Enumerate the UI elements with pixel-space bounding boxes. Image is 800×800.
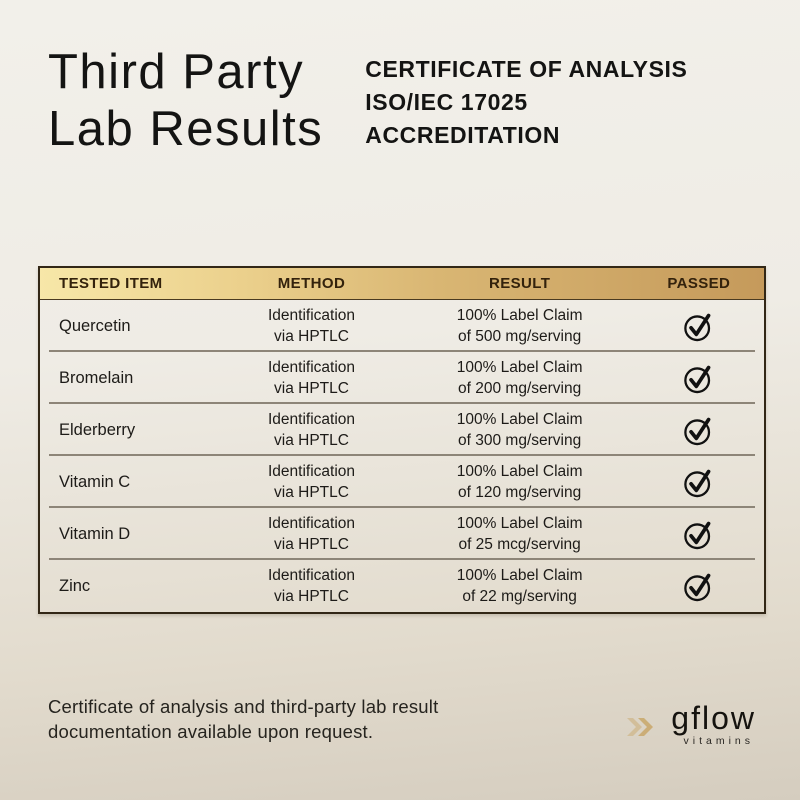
result-cell: 100% Label Claim of 200 mg/serving	[406, 357, 634, 399]
column-header-method: METHOD	[277, 275, 346, 292]
passed-cell	[634, 517, 764, 552]
header: Third Party Lab Results CERTIFICATE OF A…	[0, 0, 800, 158]
result-line1: 100% Label Claim	[456, 463, 583, 480]
table-header-row: TESTED ITEM METHOD RESULT PASSED	[40, 268, 764, 300]
availability-note-line2: documentation available upon request.	[48, 721, 374, 742]
passed-cell	[634, 569, 764, 604]
result-line1: 100% Label Claim	[456, 567, 583, 584]
method-line2: via HPTLC	[274, 380, 349, 397]
method-line1: Identification	[267, 307, 355, 324]
brand-name: gflow	[671, 700, 756, 736]
method-cell: Identification via HPTLC	[217, 513, 405, 555]
tested-item-cell: Vitamin C	[59, 472, 131, 491]
subtitle-line1: CERTIFICATE OF ANALYSIS	[365, 56, 688, 82]
column-header-passed: PASSED	[667, 275, 731, 292]
result-line2: of 300 mg/serving	[458, 432, 582, 449]
page-title-line2: Lab Results	[48, 102, 324, 156]
method-line2: via HPTLC	[274, 328, 349, 345]
passed-cell	[634, 361, 764, 396]
tested-item-cell: Zinc	[59, 576, 91, 595]
passed-cell	[634, 465, 764, 500]
double-chevron-right-icon	[627, 717, 654, 736]
result-cell: 100% Label Claim of 25 mcg/serving	[406, 513, 634, 555]
table-row: Elderberry Identification via HPTLC 100%…	[40, 404, 764, 456]
check-circle-icon	[684, 521, 711, 549]
table-row: Vitamin D Identification via HPTLC 100% …	[40, 508, 764, 560]
result-cell: 100% Label Claim of 120 mg/serving	[406, 461, 634, 503]
method-cell: Identification via HPTLC	[217, 461, 405, 503]
lab-results-table: TESTED ITEM METHOD RESULT PASSED Quercet…	[38, 266, 766, 614]
method-line1: Identification	[267, 359, 355, 376]
page-title: Third Party Lab Results	[48, 44, 323, 158]
table-row: Bromelain Identification via HPTLC 100% …	[40, 352, 764, 404]
result-cell: 100% Label Claim of 300 mg/serving	[406, 409, 634, 451]
result-line1: 100% Label Claim	[456, 411, 583, 428]
page-subtitle: CERTIFICATE OF ANALYSIS ISO/IEC 17025 AC…	[365, 53, 687, 152]
method-line2: via HPTLC	[274, 588, 349, 605]
method-cell: Identification via HPTLC	[217, 305, 405, 347]
method-line1: Identification	[267, 411, 355, 428]
table-row: Vitamin C Identification via HPTLC 100% …	[40, 456, 764, 508]
result-line2: of 25 mcg/serving	[458, 536, 581, 553]
check-circle-icon	[684, 365, 711, 393]
tested-item-cell: Vitamin D	[59, 524, 131, 543]
result-line1: 100% Label Claim	[456, 307, 583, 324]
method-line1: Identification	[267, 515, 355, 532]
result-line2: of 120 mg/serving	[458, 484, 582, 501]
method-line2: via HPTLC	[274, 536, 349, 553]
subtitle-line3: ACCREDITATION	[365, 122, 561, 148]
method-cell: Identification via HPTLC	[217, 409, 405, 451]
brand-logo-text: gflow vitamins	[671, 702, 756, 747]
result-line2: of 200 mg/serving	[458, 380, 582, 397]
method-line2: via HPTLC	[274, 484, 349, 501]
tested-item-cell: Elderberry	[59, 420, 136, 439]
footer: Certificate of analysis and third-party …	[0, 694, 800, 747]
passed-cell	[634, 413, 764, 448]
availability-note-line1: Certificate of analysis and third-party …	[48, 696, 439, 717]
column-header-result: RESULT	[488, 275, 551, 292]
check-circle-icon	[684, 313, 711, 341]
method-cell: Identification via HPTLC	[217, 357, 405, 399]
result-line2: of 500 mg/serving	[458, 328, 582, 345]
availability-note: Certificate of analysis and third-party …	[48, 694, 438, 744]
method-line2: via HPTLC	[274, 432, 349, 449]
result-cell: 100% Label Claim of 22 mg/serving	[406, 565, 634, 607]
check-circle-icon	[684, 469, 711, 497]
result-line1: 100% Label Claim	[456, 515, 583, 532]
column-header-tested-item: TESTED ITEM	[59, 275, 163, 292]
method-line1: Identification	[267, 567, 355, 584]
method-cell: Identification via HPTLC	[217, 565, 405, 607]
table-row: Quercetin Identification via HPTLC 100% …	[40, 300, 764, 352]
method-line1: Identification	[267, 463, 355, 480]
tested-item-cell: Quercetin	[59, 316, 131, 335]
result-line1: 100% Label Claim	[456, 359, 583, 376]
check-circle-icon	[684, 573, 711, 601]
brand-tagline: vitamins	[683, 735, 754, 747]
tested-item-cell: Bromelain	[59, 368, 134, 387]
check-circle-icon	[684, 417, 711, 445]
subtitle-line2: ISO/IEC 17025	[365, 89, 528, 115]
table-row: Zinc Identification via HPTLC 100% Label…	[40, 560, 764, 612]
result-line2: of 22 mg/serving	[462, 588, 577, 605]
result-cell: 100% Label Claim of 500 mg/serving	[406, 305, 634, 347]
passed-cell	[634, 309, 764, 344]
brand-logo: gflow vitamins	[626, 702, 756, 747]
page-title-line1: Third Party	[48, 45, 305, 99]
